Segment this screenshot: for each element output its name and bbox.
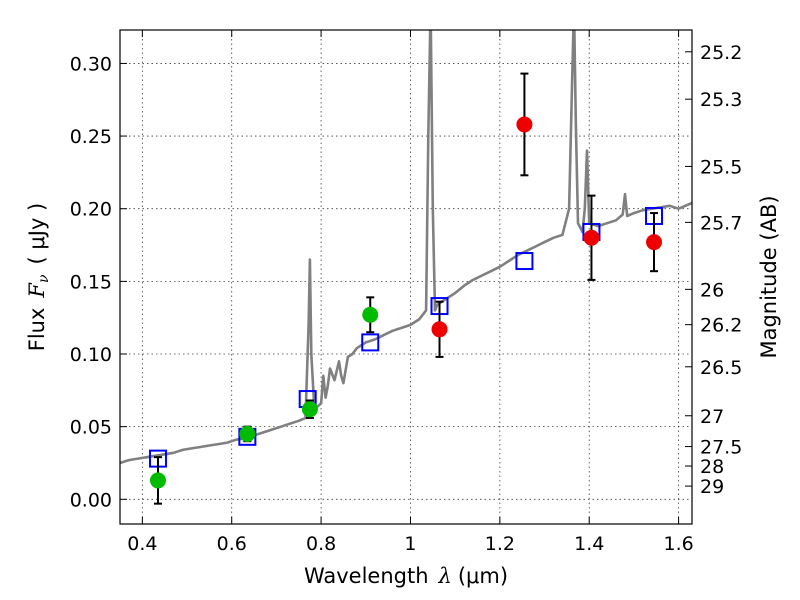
tick-layer xyxy=(120,30,692,524)
observed-flux-point xyxy=(583,229,600,246)
y-tick-label: 0.10 xyxy=(70,344,112,366)
observed-flux-point xyxy=(362,306,379,323)
magnitude-tick-label: 25.3 xyxy=(700,89,742,111)
plot-frame xyxy=(119,29,693,525)
tick-label-layer: 0.4 0.6 0.8 1 1.2 1.4 1.6 0.00 0.05 0.10 0.15 0.20 0… xyxy=(70,42,743,555)
x-tick-label: 0.4 xyxy=(127,533,157,555)
magnitude-tick-label: 28 xyxy=(700,456,724,478)
magnitude-tick-label: 29 xyxy=(700,476,724,498)
right-axis-title: Magnitude (AB) xyxy=(757,195,781,358)
y-tick-label: 0.30 xyxy=(70,53,112,75)
magnitude-tick-label: 25.7 xyxy=(700,212,742,234)
y-tick-label: 0.20 xyxy=(70,199,112,221)
magnitude-tick-label: 27 xyxy=(700,406,724,428)
observed-flux-point xyxy=(239,425,256,442)
y-tick-label: 0.05 xyxy=(70,417,112,439)
observed-flux-point xyxy=(301,401,318,418)
y-tick-label: 0.15 xyxy=(70,271,112,293)
model-flux-square xyxy=(361,333,380,352)
x-tick-label: 1.6 xyxy=(663,533,693,555)
magnitude-tick-label: 26.2 xyxy=(700,315,742,337)
observed-flux-point xyxy=(149,472,166,489)
x-tick-label: 0.6 xyxy=(217,533,247,555)
magnitude-tick-label: 25.2 xyxy=(700,42,742,64)
x-tick-label: 1 xyxy=(404,533,416,555)
magnitude-tick-label: 27.5 xyxy=(700,437,742,459)
x-tick-label: 1.2 xyxy=(485,533,515,555)
magnitude-tick-label: 26.5 xyxy=(700,357,742,379)
magnitude-tick-label: 26 xyxy=(700,279,724,301)
observed-flux-point xyxy=(431,321,448,338)
model-flux-square xyxy=(515,252,534,271)
marker-layer xyxy=(148,72,664,505)
y-tick-label: 0.25 xyxy=(70,126,112,148)
magnitude-tick-label: 25.5 xyxy=(700,156,742,178)
grid-lines xyxy=(120,30,692,524)
observed-flux-point xyxy=(646,234,663,251)
y-axis-title: FluxFν( μJy ) xyxy=(25,203,52,351)
x-axis-title: Wavelength λ (μm) xyxy=(304,564,508,588)
x-tick-label: 1.4 xyxy=(574,533,604,555)
x-tick-label: 0.8 xyxy=(306,533,336,555)
observed-flux-point xyxy=(516,116,533,133)
y-tick-label: 0.00 xyxy=(70,489,112,511)
